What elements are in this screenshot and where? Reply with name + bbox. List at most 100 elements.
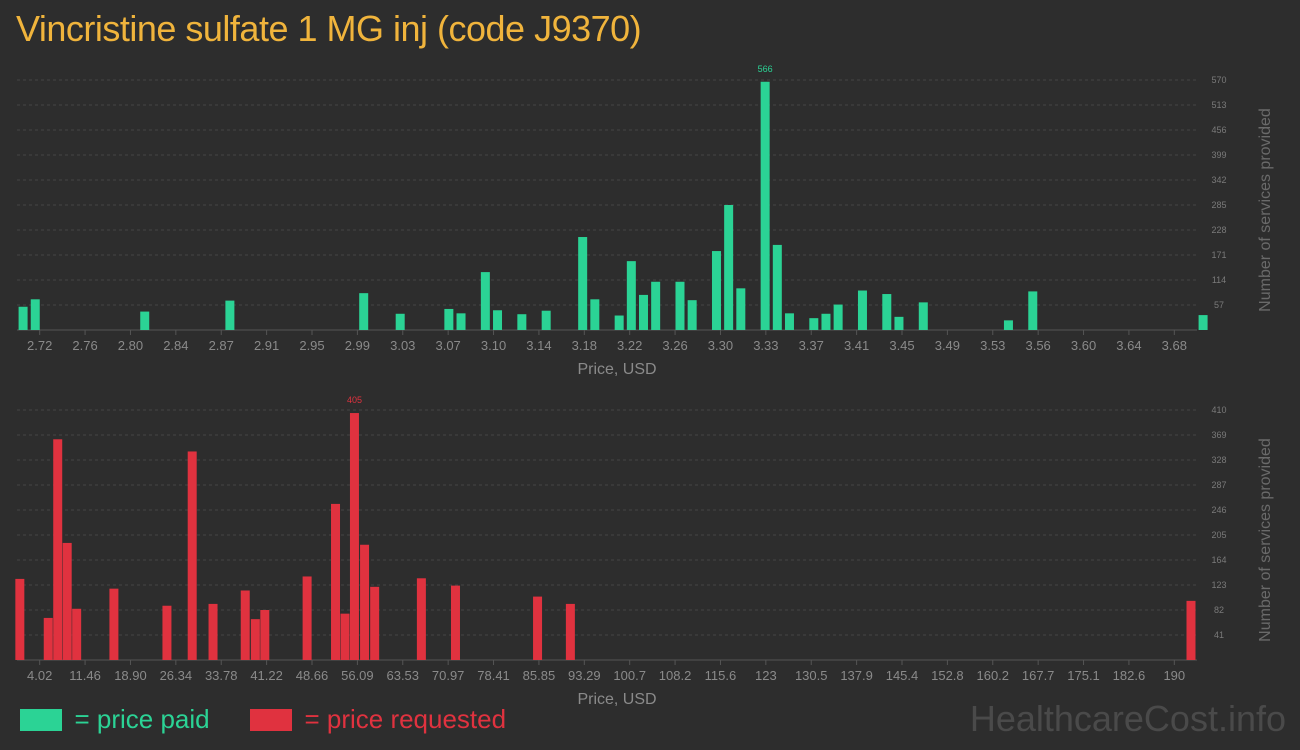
x-tick-label: 93.29 bbox=[568, 668, 601, 683]
y-tick-label: 246 bbox=[1211, 505, 1226, 515]
x-tick-label: 3.49 bbox=[935, 338, 960, 353]
x-tick-label: 2.99 bbox=[345, 338, 370, 353]
x-tick-label: 18.90 bbox=[114, 668, 147, 683]
x-tick-label: 130.5 bbox=[795, 668, 828, 683]
x-tick-label: 145.4 bbox=[886, 668, 919, 683]
bar bbox=[772, 244, 782, 330]
bar bbox=[140, 311, 150, 330]
bar bbox=[882, 294, 892, 330]
y-tick-label: 205 bbox=[1211, 530, 1226, 540]
y-tick-label: 342 bbox=[1211, 175, 1226, 185]
bar bbox=[736, 288, 746, 330]
x-tick-label: 2.95 bbox=[299, 338, 324, 353]
y-tick-label: 123 bbox=[1211, 580, 1226, 590]
x-tick-label: 182.6 bbox=[1113, 668, 1146, 683]
bar bbox=[162, 605, 172, 660]
bar bbox=[578, 237, 588, 330]
bar bbox=[18, 306, 28, 330]
bar bbox=[1198, 315, 1208, 330]
bar bbox=[724, 205, 734, 330]
bar bbox=[565, 603, 575, 660]
bar bbox=[541, 310, 551, 330]
bar bbox=[395, 313, 405, 330]
x-tick-label: 100.7 bbox=[613, 668, 646, 683]
x-tick-label: 48.66 bbox=[296, 668, 329, 683]
peak-value-label: 566 bbox=[758, 64, 773, 74]
bar bbox=[53, 439, 63, 660]
y-tick-label: 228 bbox=[1211, 225, 1226, 235]
x-tick-label: 11.46 bbox=[69, 668, 101, 683]
bar bbox=[456, 313, 466, 330]
bar bbox=[894, 316, 904, 330]
bar bbox=[1003, 320, 1013, 330]
x-tick-label: 85.85 bbox=[523, 668, 556, 683]
bar bbox=[370, 586, 380, 660]
y-tick-label: 456 bbox=[1211, 125, 1226, 135]
bar bbox=[360, 544, 370, 660]
price-paid-chart: 57 114 171 228 285 342 399 456 513 570 566 2.72 2.76… bbox=[17, 64, 1274, 378]
x-tick-label: 2.80 bbox=[118, 338, 143, 353]
x-tick-label: 3.64 bbox=[1116, 338, 1141, 353]
x-tick-label: 3.18 bbox=[572, 338, 597, 353]
x-tick-label: 137.9 bbox=[840, 668, 873, 683]
bar bbox=[821, 313, 831, 330]
x-tick-label: 3.26 bbox=[662, 338, 687, 353]
y-tick-label: 57 bbox=[1214, 300, 1224, 310]
bar bbox=[331, 503, 341, 660]
x-tick-label: 3.10 bbox=[481, 338, 506, 353]
bar bbox=[638, 294, 648, 330]
bar bbox=[302, 576, 312, 660]
bar bbox=[109, 588, 119, 660]
x-tick-label: 167.7 bbox=[1022, 668, 1055, 683]
x-tick-label: 3.53 bbox=[980, 338, 1005, 353]
y-tick-label: 287 bbox=[1211, 480, 1226, 490]
x-tick-label: 3.30 bbox=[708, 338, 733, 353]
x-tick-label: 160.2 bbox=[976, 668, 1009, 683]
bar bbox=[225, 300, 235, 330]
legend-label-paid: = price paid bbox=[74, 704, 210, 734]
bar bbox=[359, 293, 369, 330]
y-tick-label: 328 bbox=[1211, 455, 1226, 465]
bar bbox=[809, 318, 819, 330]
bar bbox=[72, 608, 82, 660]
chart-title: Vincristine sulfate 1 MG inj (code J9370… bbox=[16, 8, 642, 49]
x-tick-label: 3.03 bbox=[390, 338, 415, 353]
bar bbox=[760, 81, 770, 330]
y-tick-label: 410 bbox=[1211, 405, 1226, 415]
bar bbox=[187, 451, 197, 660]
peak-value-label: 405 bbox=[347, 395, 362, 405]
y-tick-label: 570 bbox=[1211, 75, 1226, 85]
bar bbox=[675, 281, 685, 330]
x-tick-label: 152.8 bbox=[931, 668, 964, 683]
y-tick-label: 82 bbox=[1214, 605, 1224, 615]
legend-item-price-requested: = price requested bbox=[250, 704, 506, 735]
y-tick-label: 41 bbox=[1214, 630, 1224, 640]
x-tick-label: 2.76 bbox=[72, 338, 97, 353]
x-tick-label: 190 bbox=[1163, 668, 1185, 683]
bar bbox=[784, 313, 794, 330]
bar bbox=[687, 300, 697, 330]
x-tick-label: 26.34 bbox=[160, 668, 193, 683]
x-tick-label: 33.78 bbox=[205, 668, 238, 683]
x-tick-label: 3.22 bbox=[617, 338, 642, 353]
x-tick-label: 123 bbox=[755, 668, 777, 683]
x-tick-label: 2.84 bbox=[163, 338, 188, 353]
x-tick-label: 3.37 bbox=[799, 338, 824, 353]
bar bbox=[480, 272, 490, 330]
bar bbox=[62, 542, 72, 660]
x-tick-label: 3.45 bbox=[889, 338, 914, 353]
bar bbox=[15, 578, 25, 660]
y-tick-label: 171 bbox=[1211, 250, 1226, 260]
x-axis-label: Price, USD bbox=[577, 691, 656, 706]
x-tick-label: 2.87 bbox=[209, 338, 234, 353]
bar bbox=[857, 290, 867, 330]
x-tick-label: 115.6 bbox=[705, 668, 737, 683]
bar bbox=[260, 610, 270, 660]
x-tick-label: 3.07 bbox=[435, 338, 460, 353]
bar bbox=[250, 619, 260, 660]
bar bbox=[43, 617, 53, 660]
bar bbox=[349, 413, 359, 660]
bar bbox=[833, 304, 843, 330]
legend-item-price-paid: = price paid bbox=[20, 704, 210, 735]
x-axis-label: Price, USD bbox=[577, 361, 656, 378]
